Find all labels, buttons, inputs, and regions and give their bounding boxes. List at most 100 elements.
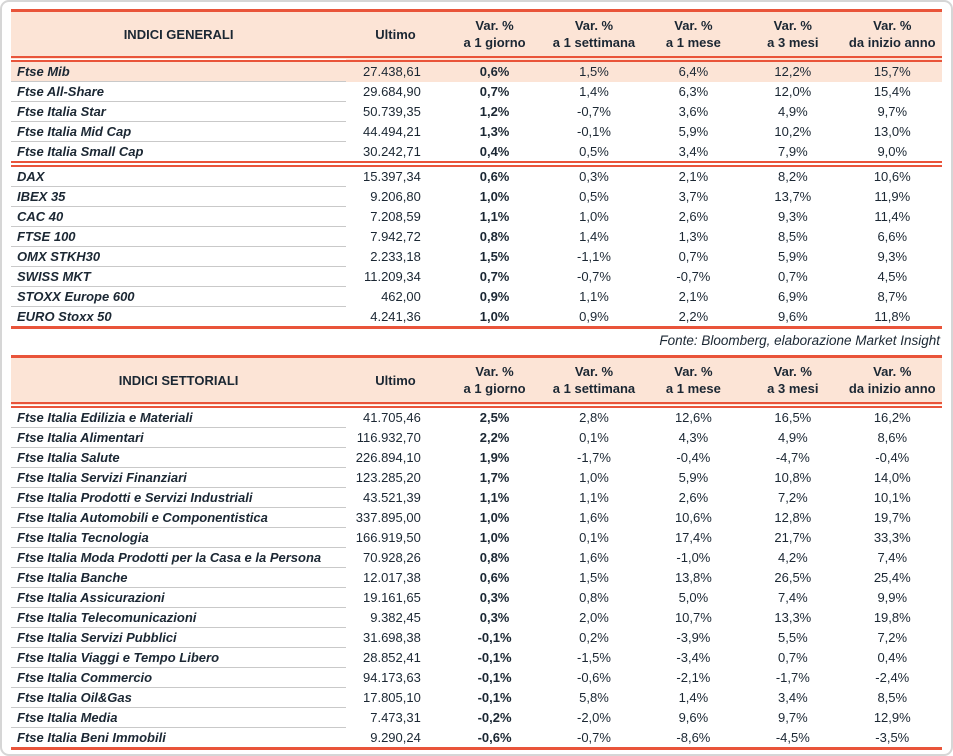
general-indices-section: INDICI GENERALI Ultimo Var. % a 1 giorno… [11,9,942,353]
ultimo-value: 9.382,45 [370,610,421,625]
var-value: -3,5% [842,727,942,750]
var-value: 12,6% [674,410,712,426]
var-value: -0,7% [676,269,711,284]
index-name: Ftse Italia Beni Immobili [11,727,347,750]
var-value: 6,4% [643,59,744,82]
var-value: 1,3% [678,229,709,244]
sector-indices-section: INDICI SETTORIALI Ultimo Var. % a 1 gior… [11,355,942,754]
var-value: 4,5% [877,269,908,284]
var-value: 2,8% [579,410,609,426]
var-value: 4,3% [678,430,709,445]
index-name: Ftse Italia Assicurazioni [11,587,347,608]
var-value: -3,4% [676,650,711,665]
column-header-var-3months: Var. % a 3 mesi [743,9,843,62]
var-value: 11,9% [874,189,911,204]
index-row: IBEX 35 9.206,80 1,0% 0,5% 3,7% 13,7% 11,9% [11,186,942,207]
ultimo-value: 70.928,26 [363,550,421,565]
ultimo-value: 12.017,38 [363,570,421,585]
index-name: Ftse Italia Small Cap [11,141,347,167]
var-value: 5,9% [678,124,709,139]
ultimo-value: 123.285,20 [355,470,421,485]
var-value: -2,1% [676,670,711,685]
var-value: 1,7% [479,470,510,485]
var-value: 5,9% [778,249,808,264]
index-name: Ftse Italia Salute [11,447,347,468]
index-name: Ftse Italia Star [11,101,347,122]
index-name: Ftse Italia Servizi Finanziari [11,467,347,488]
ultimo-value: 462,00 [381,289,421,304]
index-row: Ftse Italia Star 50.739,35 1,2% -0,7% 3,6% 4,… [11,101,942,122]
column-header-var-1month: Var. % a 1 mese [643,355,744,408]
index-row: Ftse Italia Banche 12.017,38 0,6% 1,5% 13,8%… [11,567,942,588]
var-value: 8,5% [877,690,908,705]
var-value: 1,1% [579,289,609,304]
column-header-ultimo: Ultimo [346,355,445,408]
index-row: Ftse Italia Salute 226.894,10 1,9% -1,7% -0,… [11,447,942,468]
var-value: 2,0% [579,610,609,625]
var-value: 0,6% [444,59,545,82]
column-header-var-1day: Var. % a 1 giorno [444,355,545,408]
var-value: 5,8% [579,690,609,705]
ultimo-value: 94.173,63 [363,670,421,685]
index-row: Ftse Italia Servizi Pubblici 31.698,38 -0,… [11,627,942,648]
var-value: 6,3% [678,84,709,99]
column-header-var-1week: Var. % a 1 settimana [544,355,644,408]
var-value: 9,3% [778,209,808,224]
var-value: 0,5% [579,189,609,204]
ultimo-value: 15.397,34 [363,169,421,185]
index-row: Ftse Mib 27.438,61 0,6% 1,5% 6,4% 12,2% 15,7% [11,59,942,82]
column-header-var-ytd: Var. % da inizio anno [842,355,942,408]
var-value: -2,4% [875,670,910,685]
var-value: 1,0% [479,510,510,525]
index-name: Ftse Italia Viaggi e Tempo Libero [11,647,347,668]
sector-indices-title: INDICI SETTORIALI [11,355,347,408]
ultimo-value: 2.233,18 [370,249,421,264]
var-value: 12,2% [743,59,843,82]
var-value: 2,6% [678,209,709,224]
var-value: 1,0% [479,189,510,204]
ultimo-value: 28.852,41 [363,650,421,665]
var-value: 0,1% [579,430,609,445]
var-value: 0,6% [479,169,510,185]
var-value: 0,7% [678,249,709,264]
var-value: 1,5% [479,249,510,264]
var-value: 26,5% [774,570,812,585]
var-value: 5,0% [678,590,709,605]
var-value: 0,9% [544,306,644,329]
index-name: Ftse Italia Banche [11,567,347,588]
ultimo-value: 9.206,80 [370,189,421,204]
var-value: 1,1% [579,490,609,505]
ultimo-value: 43.521,39 [363,490,421,505]
var-value: 4,9% [778,104,808,119]
var-value: 0,9% [479,289,510,304]
var-value: 7,2% [778,490,808,505]
var-value: 0,7% [479,84,510,99]
index-row: Ftse Italia Telecomunicazioni 9.382,45 0,3… [11,607,942,628]
index-name: Ftse Italia Alimentari [11,427,347,448]
var-value: 0,3% [479,590,510,605]
var-value: 0,7% [479,269,510,284]
var-value: 6,6% [877,229,908,244]
var-value: -0,4% [676,450,711,465]
var-value: 0,1% [579,530,609,545]
var-value: 11,8% [842,306,942,329]
var-value: -0,2% [477,710,512,725]
index-row: Ftse Italia Beni Immobili 9.290,24 -0,6% -0… [11,727,942,750]
column-header-var-1week: Var. % a 1 settimana [544,9,644,62]
var-value: 1,2% [479,104,510,119]
var-value: 3,7% [678,189,709,204]
var-value: 2,1% [678,289,709,304]
var-value: 1,4% [579,229,609,244]
ultimo-value: 9.290,24 [346,727,445,750]
ultimo-value: 7.208,59 [370,209,421,224]
var-value: 8,7% [877,289,908,304]
var-value: -8,6% [643,727,744,750]
index-row: Ftse Italia Prodotti e Servizi Industria… [11,487,942,508]
ultimo-value: 4.241,36 [346,306,445,329]
var-value: -2,0% [576,710,611,725]
var-value: -0,1% [477,630,512,645]
index-name: OMX STKH30 [11,246,347,267]
index-row: Ftse Italia Media 7.473,31 -0,2% -2,0% 9,6% 9… [11,707,942,728]
ultimo-value: 31.698,38 [363,630,421,645]
index-name: Ftse Italia Commercio [11,667,347,688]
